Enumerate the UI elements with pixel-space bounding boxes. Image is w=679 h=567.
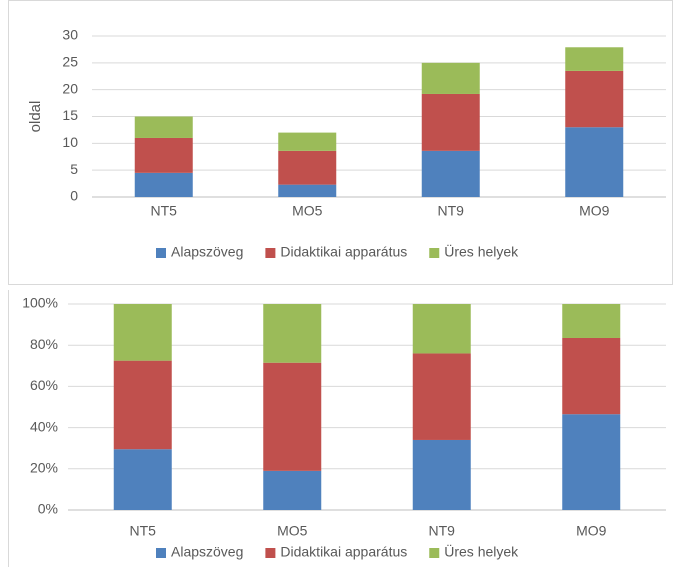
chart2-bar-MO5-series2: [263, 362, 322, 471]
chart1-bar-MO5-series3: [278, 132, 337, 151]
chart2-bar-MO9-series1: [562, 414, 621, 510]
chart1-y-axis-label: oldal: [27, 101, 44, 133]
chart1-legend-swatch: [429, 248, 440, 258]
chart1-bar-MO9-series2: [565, 70, 624, 128]
chart2-legend-label: Didaktikai apparátus: [280, 544, 407, 560]
chart2-bar-MO9-series2: [562, 337, 621, 415]
chart1-y-tick-label: 5: [70, 161, 78, 177]
chart1-y-tick-label: 0: [70, 188, 78, 204]
chart1-bar-NT5-series1: [134, 172, 193, 197]
bottom-chart-panel: [8, 290, 673, 567]
chart1-legend-label: Alapszöveg: [171, 244, 243, 260]
chart1-bar-NT9-series1: [421, 150, 480, 197]
chart1-legend-swatch: [156, 248, 166, 258]
chart2-bar-MO5-series1: [263, 470, 322, 510]
chart1-x-tick-label: MO9: [579, 203, 610, 219]
chart1-bar-NT9-series3: [421, 62, 480, 94]
chart2-y-tick-label: 60%: [30, 377, 58, 393]
chart2-bar-NT5-series1: [113, 449, 172, 510]
chart2-legend-swatch: [156, 548, 166, 558]
chart1-y-tick-label: 20: [62, 80, 78, 96]
chart1-y-tick-label: 30: [62, 27, 78, 43]
chart2-bar-MO5-series3: [263, 304, 322, 363]
chart1-bar-MO5-series1: [278, 184, 337, 197]
chart2-bar-NT5-series2: [113, 360, 172, 450]
chart1-y-tick-label: 25: [62, 54, 78, 70]
chart1-bar-MO9-series1: [565, 127, 624, 197]
chart2-x-tick-label: NT5: [130, 523, 157, 539]
chart1-legend-label: Üres helyek: [444, 243, 519, 260]
chart2-y-tick-label: 0%: [38, 501, 58, 517]
chart1-bar-NT5-series3: [134, 116, 193, 138]
chart1-bar-NT5-series2: [134, 137, 193, 173]
chart2-legend-label: Alapszöveg: [171, 544, 243, 560]
chart2-bar-NT9-series3: [412, 304, 471, 354]
chart1-bar-MO5-series2: [278, 150, 337, 185]
chart2-legend-swatch: [429, 548, 440, 558]
chart1-y-tick-label: 10: [62, 134, 78, 150]
chart2-x-tick-label: MO5: [277, 523, 308, 539]
chart1-legend-swatch: [265, 248, 276, 258]
chart2-y-tick-label: 20%: [30, 460, 58, 476]
chart2-y-tick-label: 40%: [30, 418, 58, 434]
chart2-x-tick-label: NT9: [429, 523, 456, 539]
chart1-x-tick-label: NT9: [438, 203, 465, 219]
chart2-bar-NT5-series3: [113, 304, 172, 361]
chart1-y-tick-label: 15: [62, 107, 78, 123]
chart2-y-tick-label: 80%: [30, 336, 58, 352]
chart2-bar-NT9-series1: [412, 439, 471, 510]
chart2-legend-swatch: [265, 548, 276, 558]
top-chart-panel: [8, 0, 673, 285]
chart1-bar-MO9-series3: [565, 47, 624, 71]
chart2-bar-MO9-series3: [562, 304, 621, 338]
chart1-bar-NT9-series2: [421, 93, 480, 151]
chart1-x-tick-label: NT5: [151, 203, 178, 219]
chart2-x-tick-label: MO9: [576, 523, 607, 539]
chart2-legend-label: Üres helyek: [444, 543, 519, 560]
chart2-y-tick-label: 100%: [22, 295, 58, 311]
chart1-x-tick-label: MO5: [292, 203, 323, 219]
chart2-bar-NT9-series2: [412, 353, 471, 440]
chart1-legend-label: Didaktikai apparátus: [280, 244, 407, 260]
